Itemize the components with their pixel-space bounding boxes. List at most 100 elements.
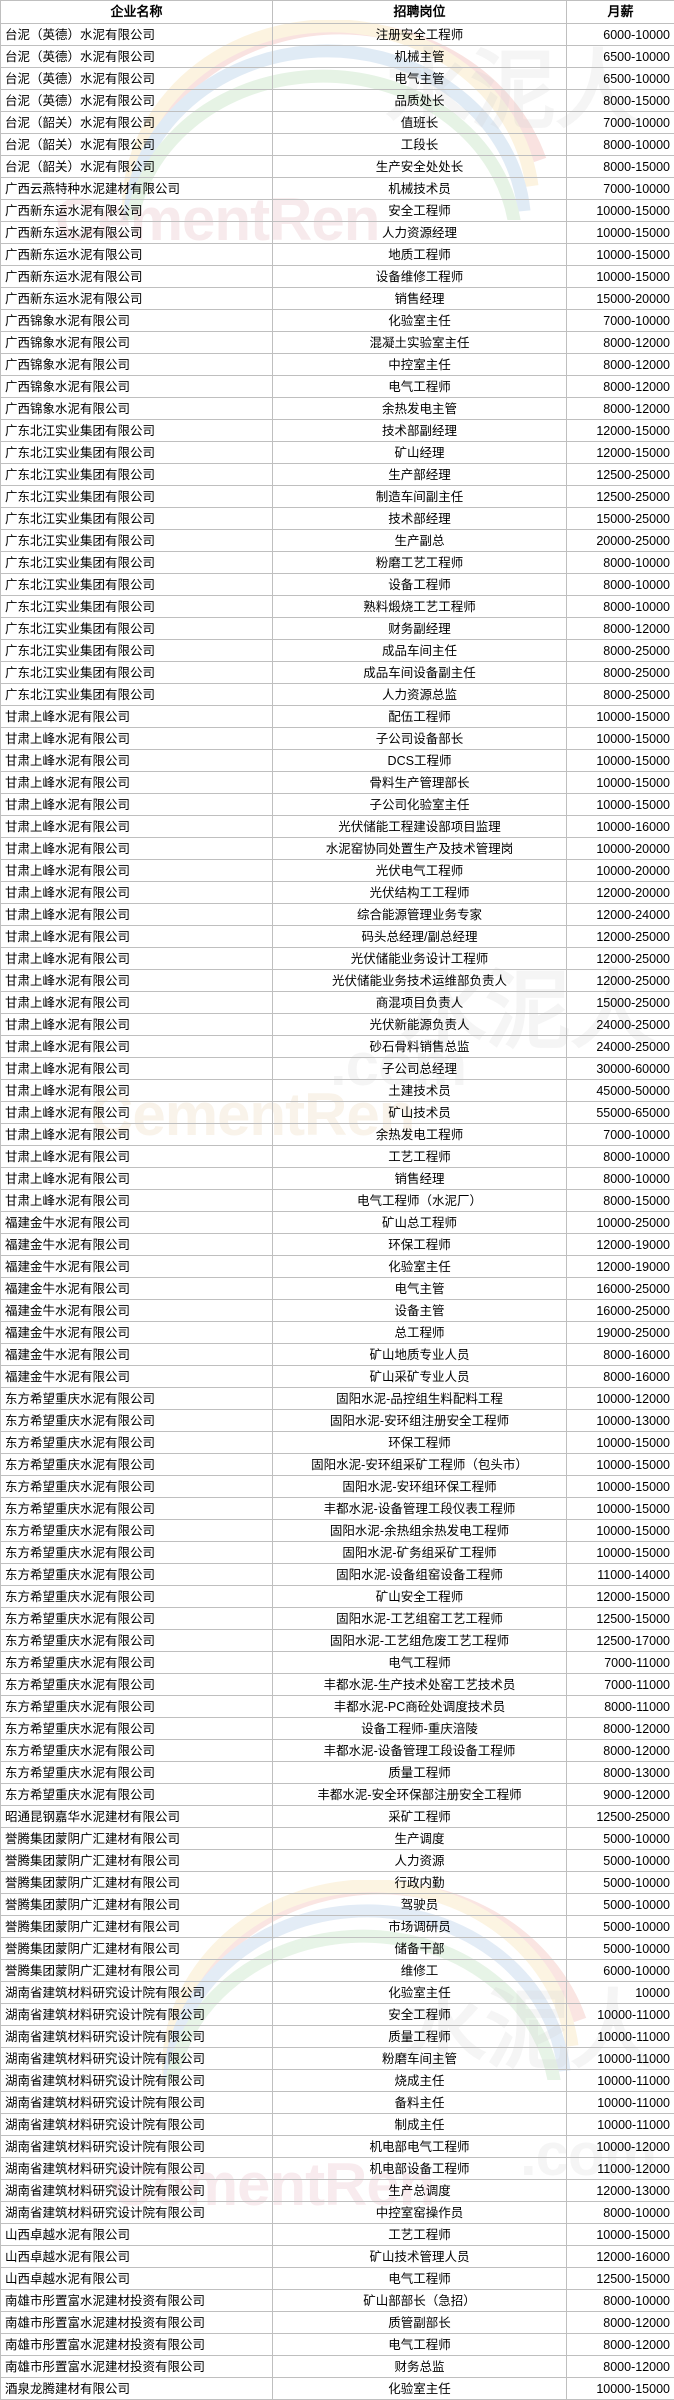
cell-salary: 8000-12000 [567,332,674,354]
cell-position: 安全工程师 [273,2004,567,2026]
cell-position: 余热发电工程师 [273,1124,567,1146]
cell-salary: 12000-16000 [567,2246,674,2268]
cell-salary: 8000-10000 [567,2202,674,2224]
cell-company: 甘肃上峰水泥有限公司 [1,970,273,992]
cell-position: 丰都水泥-设备管理工段仪表工程师 [273,1498,567,1520]
cell-position: 配伍工程师 [273,706,567,728]
cell-company: 誉腾集团蒙阴广汇建材有限公司 [1,1872,273,1894]
cell-position: 设备主管 [273,1300,567,1322]
cell-company: 湖南省建筑材料研究设计院有限公司 [1,2136,273,2158]
cell-salary: 12000-15000 [567,420,674,442]
cell-company: 湖南省建筑材料研究设计院有限公司 [1,2004,273,2026]
cell-salary: 10000-15000 [567,728,674,750]
cell-position: 粉磨工艺工程师 [273,552,567,574]
cell-position: 光伏储能业务设计工程师 [273,948,567,970]
cell-company: 南雄市彤置富水泥建材投资有限公司 [1,2312,273,2334]
cell-company: 甘肃上峰水泥有限公司 [1,948,273,970]
cell-position: 成品车间主任 [273,640,567,662]
cell-salary: 8000-10000 [567,134,674,156]
cell-position: 质量工程师 [273,2026,567,2048]
cell-salary: 10000-15000 [567,2378,674,2400]
cell-company: 甘肃上峰水泥有限公司 [1,1168,273,1190]
cell-company: 甘肃上峰水泥有限公司 [1,1146,273,1168]
cell-company: 誉腾集团蒙阴广汇建材有限公司 [1,1850,273,1872]
cell-salary: 16000-25000 [567,1278,674,1300]
cell-company: 东方希望重庆水泥有限公司 [1,1608,273,1630]
cell-company: 甘肃上峰水泥有限公司 [1,1058,273,1080]
table-header: 企业名称 招聘岗位 月薪 [1,1,674,24]
cell-company: 甘肃上峰水泥有限公司 [1,882,273,904]
cell-company: 福建金牛水泥有限公司 [1,1212,273,1234]
cell-company: 甘肃上峰水泥有限公司 [1,816,273,838]
cell-company: 福建金牛水泥有限公司 [1,1256,273,1278]
cell-company: 广西新东运水泥有限公司 [1,266,273,288]
cell-company: 南雄市彤置富水泥建材投资有限公司 [1,2356,273,2378]
cell-position: 矿山经理 [273,442,567,464]
cell-salary: 11000-14000 [567,1564,674,1586]
cell-position: 中控室主任 [273,354,567,376]
cell-company: 南雄市彤置富水泥建材投资有限公司 [1,2334,273,2356]
cell-salary: 5000-10000 [567,1916,674,1938]
cell-salary: 10000-15000 [567,1520,674,1542]
cell-company: 广东北江实业集团有限公司 [1,662,273,684]
cell-position: 矿山安全工程师 [273,1586,567,1608]
cell-company: 甘肃上峰水泥有限公司 [1,1102,273,1124]
cell-position: 水泥窑协同处置生产及技术管理岗 [273,838,567,860]
cell-salary: 10000-11000 [567,2070,674,2092]
cell-company: 广西新东运水泥有限公司 [1,200,273,222]
cell-company: 福建金牛水泥有限公司 [1,1234,273,1256]
cell-position: 设备工程师-重庆涪陵 [273,1718,567,1740]
cell-position: 固阳水泥-工艺组窑工艺工程师 [273,1608,567,1630]
cell-salary: 10000-20000 [567,838,674,860]
cell-salary: 16000-25000 [567,1300,674,1322]
cell-salary: 11000-12000 [567,2158,674,2180]
cell-company: 甘肃上峰水泥有限公司 [1,1190,273,1212]
cell-salary: 8000-10000 [567,1168,674,1190]
cell-salary: 12000-25000 [567,970,674,992]
cell-company: 甘肃上峰水泥有限公司 [1,750,273,772]
cell-position: 品质处长 [273,90,567,112]
cell-company: 东方希望重庆水泥有限公司 [1,1432,273,1454]
cell-position: DCS工程师 [273,750,567,772]
cell-position: 化验室主任 [273,1256,567,1278]
cell-position: 化验室主任 [273,2378,567,2400]
cell-position: 电气工程师 [273,376,567,398]
cell-company: 甘肃上峰水泥有限公司 [1,838,273,860]
cell-company: 广西新东运水泥有限公司 [1,288,273,310]
cell-company: 台泥（英德）水泥有限公司 [1,68,273,90]
cell-position: 设备工程师 [273,574,567,596]
cell-company: 广东北江实业集团有限公司 [1,508,273,530]
cell-position: 码头总经理/副总经理 [273,926,567,948]
cell-company: 甘肃上峰水泥有限公司 [1,860,273,882]
cell-company: 广东北江实业集团有限公司 [1,684,273,706]
cell-salary: 10000-15000 [567,750,674,772]
cell-salary: 8000-10000 [567,596,674,618]
cell-salary: 20000-25000 [567,530,674,552]
cell-position: 财务总监 [273,2356,567,2378]
cell-salary: 10000-15000 [567,772,674,794]
